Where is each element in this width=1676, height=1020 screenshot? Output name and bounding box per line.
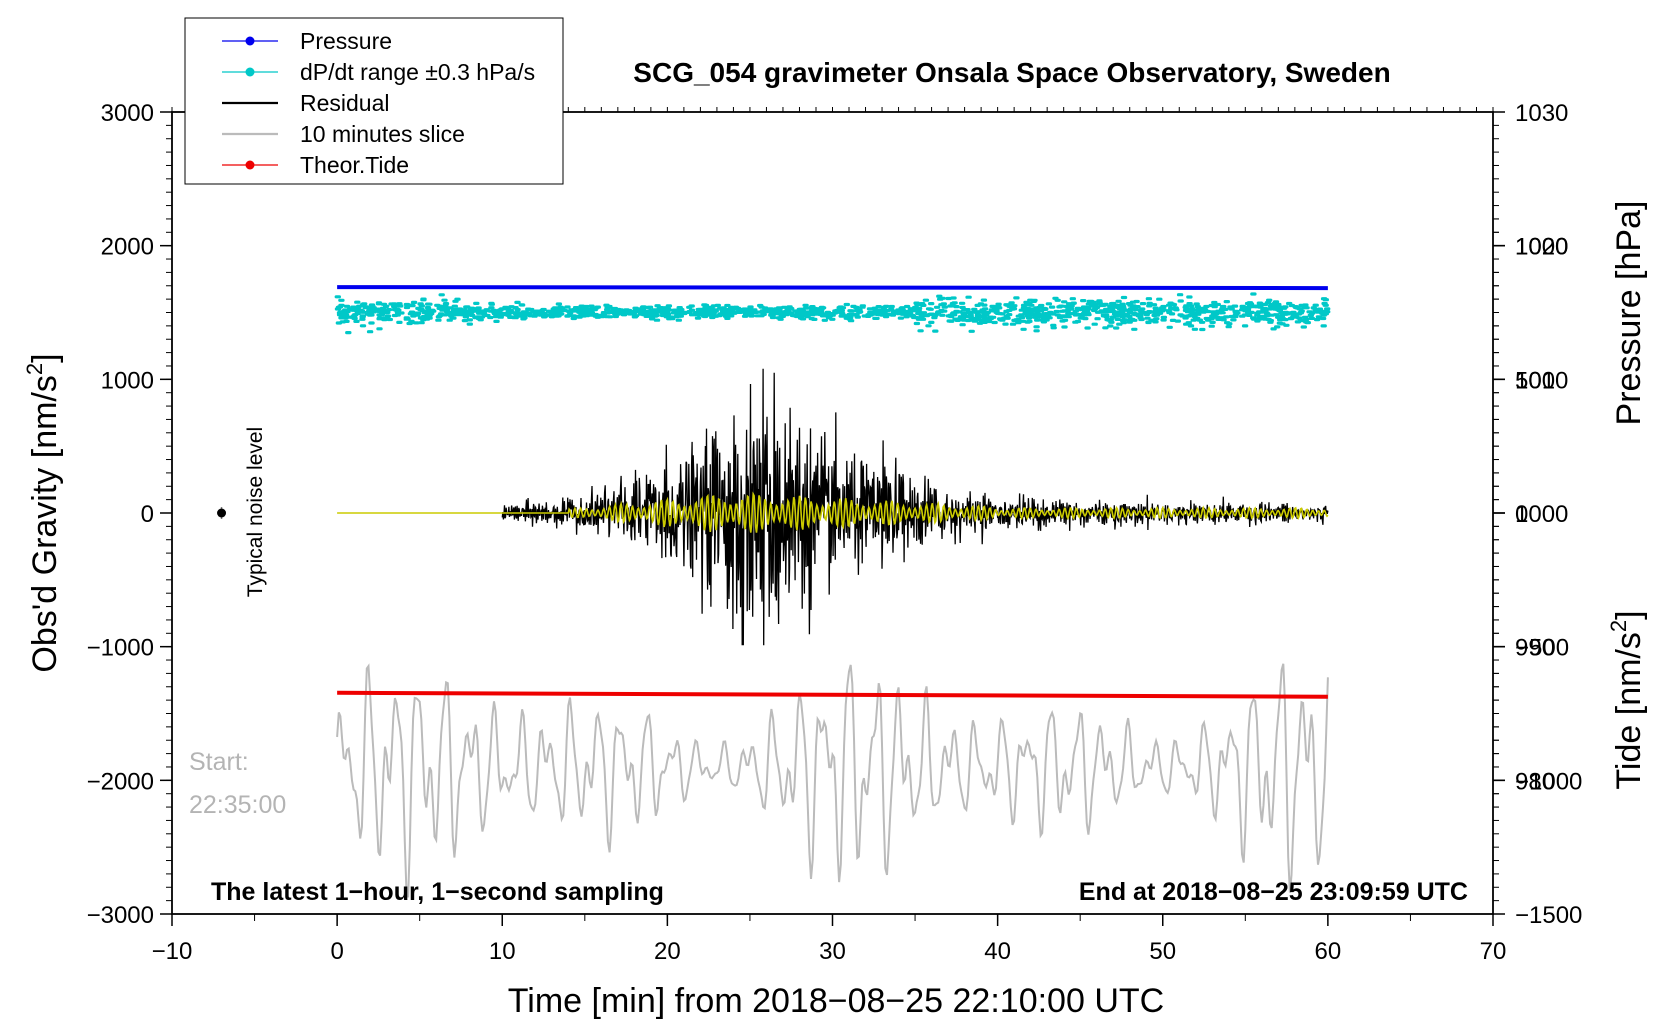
legend-swatch-marker xyxy=(245,36,255,46)
left-y-axis-label: Obs'd Gravity [nm/s2] xyxy=(22,353,64,672)
x-tick-label: 70 xyxy=(1480,938,1507,965)
x-tick-label: 30 xyxy=(819,938,846,965)
legend-box xyxy=(184,17,564,185)
y-left-tick-label: −1000 xyxy=(87,635,154,662)
y-tide-tick-label: −1500 xyxy=(1515,902,1582,929)
x-tick-label: 10 xyxy=(489,938,516,965)
end-time-note: End at 2018−08−25 23:09:59 UTC xyxy=(1079,878,1468,906)
y-left-tick-label: 3000 xyxy=(101,100,154,127)
x-tick-label: −10 xyxy=(152,938,193,965)
y-left-tick-label: 0 xyxy=(141,501,154,528)
ten-minute-slice-series xyxy=(336,663,1329,898)
start-time-label: 22:35:00 xyxy=(189,791,286,819)
theoretical-tide-line xyxy=(337,690,1328,699)
y-left-tick-label: 1000 xyxy=(101,367,154,394)
legend-swatch-marker xyxy=(245,67,255,77)
noise-level-dot xyxy=(217,508,227,518)
legend-label: dP/dt range ±0.3 hPa/s xyxy=(300,59,535,85)
filtered-line xyxy=(337,491,1329,533)
left-y-axis-label-tail: ] xyxy=(26,353,64,362)
tide-axis-label-main: Tide [nm/s xyxy=(1610,632,1648,789)
left-y-axis-label-sup: 2 xyxy=(22,363,47,375)
y-left-tick-label: 2000 xyxy=(101,234,154,261)
legend-label: 10 minutes slice xyxy=(300,121,465,147)
ten-minute-slice-line xyxy=(336,663,1329,898)
y-left-tick-label: −3000 xyxy=(87,902,154,929)
left-y-axis-ticks: −3000 −2000 −1000 0 1000 2000 3000 xyxy=(87,100,172,929)
legend-swatch-marker xyxy=(245,160,255,170)
y-pressure-tick-label: 990 xyxy=(1515,635,1555,662)
legend: Pressure dP/dt range ±0.3 hPa/s Residual 10… xyxy=(184,17,564,185)
legend-label: Theor.Tide xyxy=(300,152,409,178)
dpdt-points xyxy=(334,292,1331,335)
pressure-line xyxy=(337,285,1328,291)
legend-label: Pressure xyxy=(300,28,392,54)
tide-axis-label-tail: ] xyxy=(1610,610,1648,619)
pressure-series xyxy=(337,285,1328,291)
start-label: Start: xyxy=(189,748,249,776)
noise-level-label: Typical noise level xyxy=(244,427,267,597)
y-tide-tick-label: 1000 xyxy=(1515,234,1568,261)
y-pressure-tick-label: 980 xyxy=(1515,768,1555,795)
dpdt-series xyxy=(334,292,1331,335)
x-tick-label: 50 xyxy=(1149,938,1176,965)
tide-axis-label-sup: 2 xyxy=(1606,620,1631,632)
x-axis-label: Time [min] from 2018−08−25 22:10:00 UTC xyxy=(508,982,1164,1020)
sampling-note: The latest 1−hour, 1−second sampling xyxy=(211,878,664,906)
x-tick-label: 60 xyxy=(1315,938,1342,965)
chart-title: SCG_054 gravimeter Onsala Space Observat… xyxy=(633,57,1390,88)
filtered-series xyxy=(337,491,1329,533)
theoretical-tide-series xyxy=(337,690,1328,699)
noise-level-marker xyxy=(217,507,227,519)
pressure-axis-ticks: 980 990 1000 1010 1020 1030 xyxy=(1493,100,1568,808)
y-tide-tick-label: 500 xyxy=(1515,367,1555,394)
left-y-axis-label-main: Obs'd Gravity [nm/s xyxy=(26,375,64,672)
y-left-tick-label: −2000 xyxy=(87,768,154,795)
y-pressure-tick-label: 1010 xyxy=(1515,367,1568,394)
y-pressure-tick-label: 1000 xyxy=(1515,501,1568,528)
y-pressure-tick-label: 1030 xyxy=(1515,100,1568,127)
y-tide-tick-label: 0 xyxy=(1515,501,1528,528)
x-tick-label: 40 xyxy=(984,938,1011,965)
pressure-axis-label: Pressure [hPa] xyxy=(1610,201,1648,426)
y-tide-tick-label: −1000 xyxy=(1515,768,1582,795)
legend-items: Pressure dP/dt range ±0.3 hPa/s Residual 10… xyxy=(222,28,535,178)
y-pressure-tick-label: 1020 xyxy=(1515,234,1568,261)
x-tick-label: 0 xyxy=(330,938,343,965)
tide-axis-ticks: −1500 −1000 −500 0 500 1000 xyxy=(1493,218,1582,929)
x-axis-ticks: −10 0 10 20 30 40 50 60 70 xyxy=(152,107,1507,965)
tide-axis-label: Tide [nm/s2] xyxy=(1606,610,1648,789)
x-tick-label: 20 xyxy=(654,938,681,965)
legend-label: Residual xyxy=(300,90,390,116)
y-tide-tick-label: −500 xyxy=(1515,635,1569,662)
